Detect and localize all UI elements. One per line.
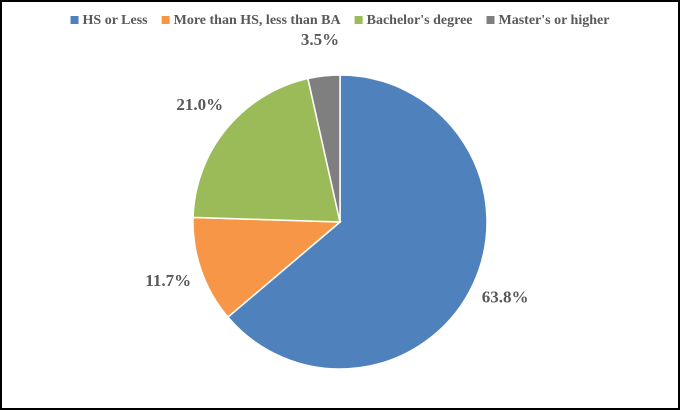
legend: HS or Less More than HS, less than BA Bach… <box>70 13 610 28</box>
pie-slice <box>226 74 488 370</box>
legend-text: Master's or higher <box>499 13 610 28</box>
value-label: 3.5% <box>301 30 339 49</box>
legend-text: HS or Less <box>83 13 149 28</box>
legend-text: More than HS, less than BA <box>174 13 342 28</box>
pie-slice <box>192 216 342 319</box>
value-label: 11.7% <box>145 271 191 290</box>
value-label: 21.0% <box>176 95 223 114</box>
pie-slice <box>192 77 341 223</box>
legend-marker <box>354 16 363 24</box>
legend-marker <box>161 16 170 24</box>
legend-marker <box>70 16 79 24</box>
value-label: 63.8% <box>482 287 529 306</box>
legend-marker <box>486 16 495 24</box>
legend-text: Bachelor's degree <box>367 13 473 28</box>
pie-slice <box>307 74 341 223</box>
